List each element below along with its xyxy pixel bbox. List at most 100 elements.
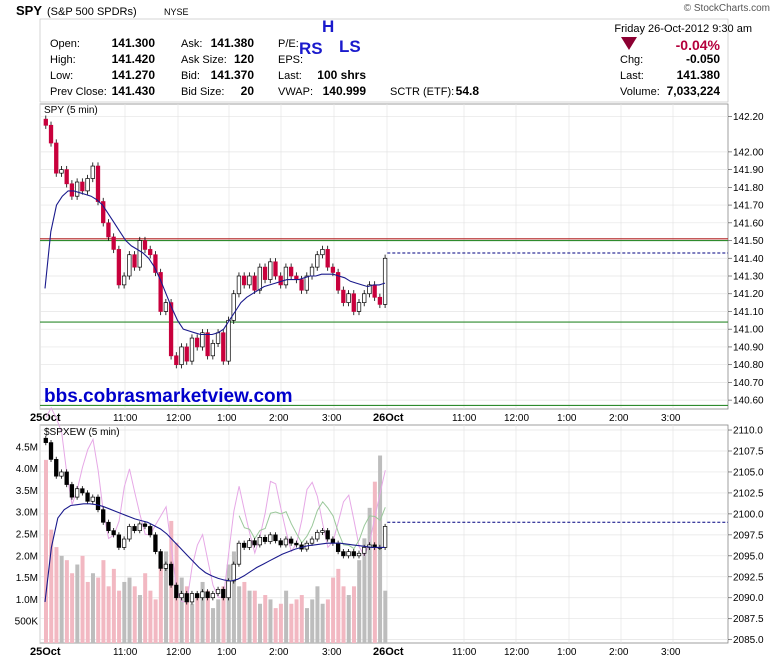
spxew-candle-body-36	[231, 563, 236, 582]
spy-ytick-8: 141.30	[733, 272, 764, 283]
stats-label-1: EPS:	[278, 54, 303, 66]
volume-tick-6: 1.5M	[16, 573, 38, 584]
spxew-candle-19	[142, 521, 148, 530]
spxew-candle-48	[294, 540, 299, 548]
spy-candle-body-58	[346, 293, 351, 303]
spy-candle-body-15	[121, 275, 127, 286]
volume-bars	[44, 455, 388, 643]
spy-candle-body-49	[299, 279, 304, 291]
spxew-candle-27	[184, 590, 189, 605]
spxew-ytick-5: 2097.5	[733, 530, 764, 541]
volume-bar-13	[111, 568, 116, 643]
spy-candle-26	[179, 343, 184, 369]
spy-candle-23	[163, 298, 169, 316]
volume-bar-45	[278, 603, 283, 643]
spy-candle-body-51	[309, 266, 315, 277]
spy-candle-body-55	[330, 266, 336, 273]
spxew-candle-10	[95, 494, 101, 513]
spy-candle-body-42	[262, 266, 268, 280]
volume-bar-40	[252, 590, 257, 643]
spxew-candle-body-1	[48, 442, 54, 460]
time-axis-bottom: 25Oct 11:00 12:00 1:00 2:00 3:00 26Oct 11:00 12:…	[0, 644, 780, 658]
spxew-candle-14	[116, 532, 122, 551]
spy-candle-6	[74, 178, 80, 200]
spy-candle-4	[64, 165, 69, 188]
spxew-candle-1	[48, 439, 54, 462]
spy-ytick-0: 142.20	[733, 112, 764, 123]
spxew-candle-57	[341, 548, 346, 559]
spy-candle-body-35	[226, 319, 231, 362]
volume-bar-51	[310, 599, 315, 643]
spxew-candle-body-29	[195, 593, 200, 599]
spxew-ytick-3: 2102.5	[733, 488, 764, 499]
spxew-candle-body-61	[362, 547, 367, 554]
spy-candle-19	[142, 236, 148, 254]
quote-header: SPY (S&P 500 SPDRs) NYSE © StockCharts.c…	[16, 3, 770, 103]
spxew-candle-body-22	[158, 551, 163, 569]
spy-candle-body-13	[111, 236, 116, 250]
spy-candle-body-45	[278, 275, 283, 286]
volume-bar-44	[273, 608, 278, 643]
spxew-candle-11	[101, 507, 106, 525]
spxew-candle-body-56	[335, 542, 341, 552]
spy-candle-40	[252, 272, 257, 294]
spy-candle-body-0	[43, 118, 48, 126]
spxew-candle-24	[168, 561, 174, 588]
spy-candle-59	[351, 290, 356, 316]
spy-candle-7	[80, 178, 85, 195]
spxew-candle-body-42	[262, 537, 268, 542]
spxew-candle-59	[351, 548, 356, 559]
quote-label-0: Open:	[50, 38, 80, 50]
spy-candle-58	[346, 290, 351, 307]
spy-candle-1	[48, 121, 54, 147]
spy-ytick-14: 140.70	[733, 378, 764, 389]
spy-candle-body-29	[195, 337, 200, 348]
spy-candle-body-47	[288, 266, 294, 277]
spy-candle-body-8	[85, 178, 90, 192]
spxew-candle-body-54	[325, 530, 330, 540]
spxew-candle-45	[278, 538, 283, 548]
volume-bar-1	[49, 529, 54, 643]
spy-candle-31	[205, 329, 210, 360]
volume-bar-15	[122, 581, 127, 643]
spxew-candle-body-39	[247, 540, 252, 548]
spxew-ytick-0: 2110.0	[733, 426, 763, 437]
volume-bar-11	[101, 560, 106, 643]
spy-candle-body-59	[351, 293, 356, 312]
spxew-candle-body-52	[315, 531, 320, 540]
spxew-candle-34	[221, 586, 226, 601]
spy-candle-body-57	[341, 289, 346, 303]
spy-candle-body-28	[189, 337, 195, 362]
top-xtick-7: 11:00	[452, 413, 477, 424]
top-axis-bg	[0, 410, 780, 424]
volume-bar-50	[305, 608, 309, 643]
spy-candle-57	[341, 286, 346, 307]
volume-bar-62	[367, 507, 372, 643]
spxew-candle-44	[273, 532, 278, 544]
volume-bar-12	[106, 586, 111, 643]
spy-candle-47	[288, 263, 294, 280]
spy-candle-body-48	[294, 275, 299, 280]
spy-candle-body-3	[59, 169, 64, 174]
spxew-candle-body-41	[257, 537, 262, 546]
volume-bar-41	[258, 603, 263, 643]
spy-candle-3	[59, 165, 64, 177]
spy-candle-9	[90, 162, 95, 183]
spy-candle-body-30	[200, 332, 205, 348]
spy-ytick-9: 141.20	[733, 289, 764, 300]
volume-bar-17	[132, 586, 137, 643]
spxew-ytick-2: 2105.0	[733, 467, 764, 478]
volume-tick-4: 2.5M	[16, 530, 38, 541]
spy-candle-2	[54, 139, 59, 177]
bottom-xtick-2: 12:00	[166, 647, 191, 658]
spy-ytick-1: 142.00	[733, 147, 764, 158]
spy-moving-average	[44, 190, 386, 336]
spxew-moving-average	[44, 503, 385, 602]
spxew-candle-53	[320, 528, 325, 535]
spxew-candle-26	[179, 590, 184, 601]
spy-candle-64	[377, 293, 383, 309]
spxew-candle-body-26	[179, 593, 184, 599]
spxew-candle-31	[205, 589, 210, 601]
spy-candle-body-33	[215, 332, 221, 344]
spxew-candle-20	[148, 523, 153, 538]
